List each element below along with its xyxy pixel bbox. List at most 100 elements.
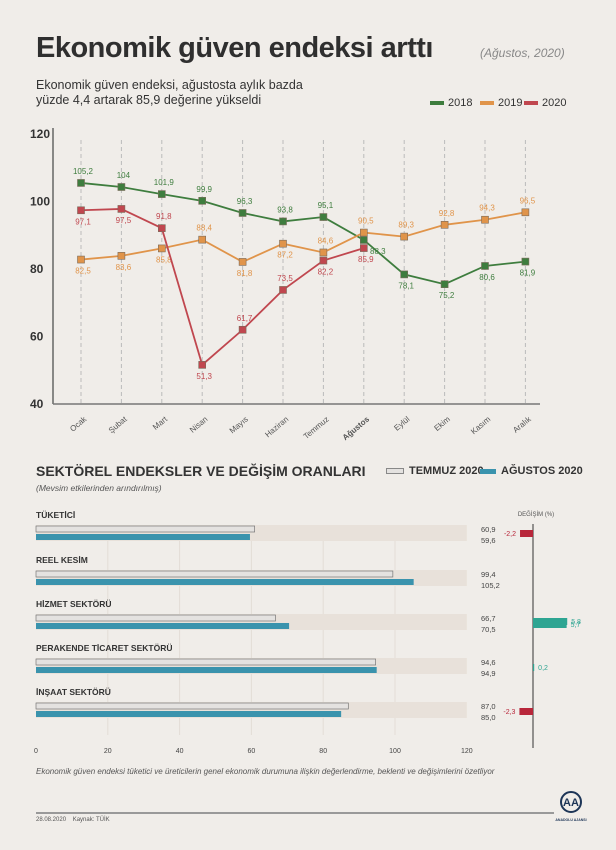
value-label-agustos: 105,2 <box>481 581 500 590</box>
data-label: 83,6 <box>116 263 132 272</box>
data-point-2019 <box>117 252 126 260</box>
footer-date: 28.08.2020 <box>36 817 67 823</box>
change-bar <box>533 621 567 628</box>
sector-label: HİZMET SEKTÖRÜ <box>36 599 112 609</box>
x-tick-label: 120 <box>461 748 473 755</box>
data-label: 73,5 <box>277 274 293 283</box>
bar-chart-subtitle: (Mevsim etkilerinden arındırılmış) <box>36 483 162 493</box>
data-point-2018 <box>319 213 328 221</box>
data-point-2019 <box>359 228 368 237</box>
agency-logo: AA ANADOLU AJANSI <box>554 791 588 822</box>
x-tick-label: 40 <box>176 748 184 755</box>
data-point-2018 <box>521 257 530 266</box>
value-label-temmuz: 99,4 <box>481 570 496 579</box>
bar-temmuz <box>35 570 394 578</box>
data-label: 78,1 <box>398 281 414 290</box>
data-label: 81,9 <box>520 269 536 278</box>
data-label: 61,7 <box>237 314 253 323</box>
data-point-2019 <box>400 232 409 241</box>
data-point-2019 <box>77 255 85 264</box>
data-point-2018 <box>440 280 449 289</box>
legend-temmuz: TEMMUZ 2020 <box>386 465 484 477</box>
data-label: 51,3 <box>196 372 212 381</box>
data-point-2019 <box>521 208 530 217</box>
data-point-2019 <box>481 215 489 224</box>
data-point-2020 <box>238 325 247 334</box>
bar-temmuz <box>35 658 376 666</box>
change-bar <box>519 708 533 715</box>
data-point-2018 <box>279 217 287 226</box>
data-point-2019 <box>440 221 449 229</box>
sector-label: İNŞAAT SEKTÖRÜ <box>36 687 111 697</box>
value-label-agustos: 59,6 <box>481 536 496 545</box>
legend-label: 2020 <box>542 97 567 109</box>
data-point-2019 <box>158 244 166 253</box>
data-label: 95,1 <box>318 201 334 210</box>
bar-temmuz <box>35 702 349 710</box>
change-label: 5,8 <box>571 619 581 626</box>
legend-swatch <box>430 101 444 105</box>
data-point-2020 <box>158 224 166 232</box>
data-label: 82,5 <box>75 267 91 276</box>
series-line-2019 <box>80 211 526 263</box>
legend-agustos: AĞUSTOS 2020 <box>480 465 583 477</box>
data-label: 89,3 <box>398 221 414 230</box>
x-tick-label: Haziran <box>263 415 290 440</box>
data-point-2018 <box>400 270 409 279</box>
value-label-temmuz: 66,7 <box>481 614 496 623</box>
data-label: 105,2 <box>73 167 94 176</box>
bar-agustos <box>36 711 342 717</box>
x-tick-label: 80 <box>319 748 327 755</box>
data-point-2020 <box>359 244 368 252</box>
data-point-2018 <box>77 179 85 187</box>
sector-label: PERAKENDE TİCARET SEKTÖRÜ <box>36 643 172 653</box>
y-tick-label: 120 <box>30 127 50 141</box>
legend-2019: 2019 <box>480 97 522 109</box>
x-tick-label: Ağustos <box>341 414 372 442</box>
x-tick-label: Nisan <box>188 415 209 435</box>
data-point-2019 <box>279 239 287 248</box>
data-point-2020 <box>117 205 126 213</box>
x-tick-label: Ocak <box>68 414 89 434</box>
bar-chart-title: SEKTÖREL ENDEKSLER VE DEĞİŞİM ORANLARI <box>36 463 366 479</box>
data-label: 101,9 <box>154 178 175 187</box>
date-label: (Ağustos, 2020) <box>480 46 565 60</box>
change-bar <box>520 530 533 537</box>
value-label-agustos: 70,5 <box>481 625 496 634</box>
value-label-agustos: 94,9 <box>481 669 496 678</box>
value-label-temmuz: 94,6 <box>481 658 496 667</box>
x-tick-label: Kasım <box>469 414 492 436</box>
logo-icon: AA <box>560 791 582 813</box>
legend-label: 2019 <box>498 97 523 109</box>
x-tick-label: Şubat <box>107 414 129 435</box>
data-point-2018 <box>198 197 206 205</box>
x-tick-label: Mart <box>151 414 170 432</box>
data-label: 99,9 <box>196 185 212 194</box>
data-label: 81,8 <box>237 269 253 278</box>
page-title: Ekonomik güven endeksi arttı <box>36 32 433 64</box>
data-label: 84,6 <box>318 236 334 245</box>
data-label: 85,8 <box>156 255 172 264</box>
sector-label: REEL KESİM <box>36 555 88 565</box>
data-label: 80,6 <box>479 273 495 282</box>
svg-text:AA: AA <box>563 797 579 809</box>
value-label-temmuz: 60,9 <box>481 525 496 534</box>
y-tick-label: 100 <box>30 195 50 209</box>
bar-agustos <box>36 579 414 585</box>
x-tick-label: 20 <box>104 748 112 755</box>
y-tick-label: 80 <box>30 262 44 276</box>
footnote: Ekonomik güven endeksi tüketici ve üreti… <box>36 767 495 776</box>
bar-agustos <box>36 623 290 629</box>
data-label: 92,8 <box>439 209 455 218</box>
data-label: 96,5 <box>520 196 536 205</box>
data-label: 90,5 <box>358 217 374 226</box>
series-line-2018 <box>80 182 526 286</box>
data-point-2020 <box>319 256 328 265</box>
x-tick-label: 0 <box>34 748 38 755</box>
data-label: 94,3 <box>479 204 495 213</box>
bar-temmuz <box>35 525 255 533</box>
x-tick-label: Temmuz <box>302 415 331 441</box>
legend-2020: 2020 <box>524 97 566 109</box>
x-tick-label: Aralık <box>511 414 533 435</box>
